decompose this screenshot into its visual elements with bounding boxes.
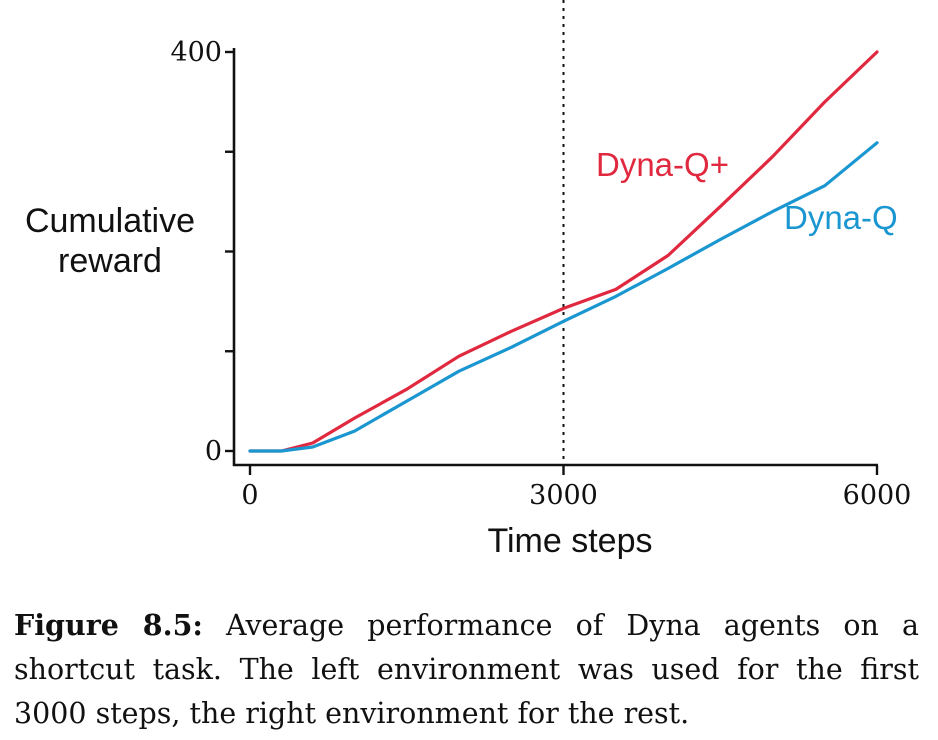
- caption-text: Average performance of Dyna agents on a …: [14, 609, 919, 730]
- axes: [232, 48, 878, 467]
- ticks: 0 400 0 3000 6000: [170, 37, 911, 511]
- y-axis-title-line2: reward: [58, 242, 162, 280]
- figure-caption: Figure 8.5: Average performance of Dyna …: [14, 603, 919, 736]
- series-label-dyna-q-plus: Dyna-Q+: [596, 146, 729, 183]
- labels: Cumulative reward Time steps Dyna-Q+ Dyn…: [25, 146, 898, 560]
- chart: 0 400 0 3000 6000 Cumulative reward Time ste…: [25, 0, 911, 560]
- caption-label: Figure 8.5:: [14, 608, 203, 642]
- x-tick-label: 6000: [843, 480, 912, 511]
- x-axis-title: Time steps: [487, 522, 652, 560]
- series-line-dyna-q-plus: [248, 50, 879, 453]
- series-group: [248, 50, 879, 453]
- y-tick-label: 0: [205, 436, 222, 467]
- series-label-dyna-q: Dyna-Q: [784, 199, 898, 236]
- y-axis-title-line1: Cumulative: [25, 202, 195, 240]
- x-tick-label: 3000: [529, 480, 598, 511]
- y-tick-label: 400: [170, 37, 222, 68]
- series-line-dyna-q: [248, 141, 879, 453]
- x-tick-label: 0: [241, 480, 258, 511]
